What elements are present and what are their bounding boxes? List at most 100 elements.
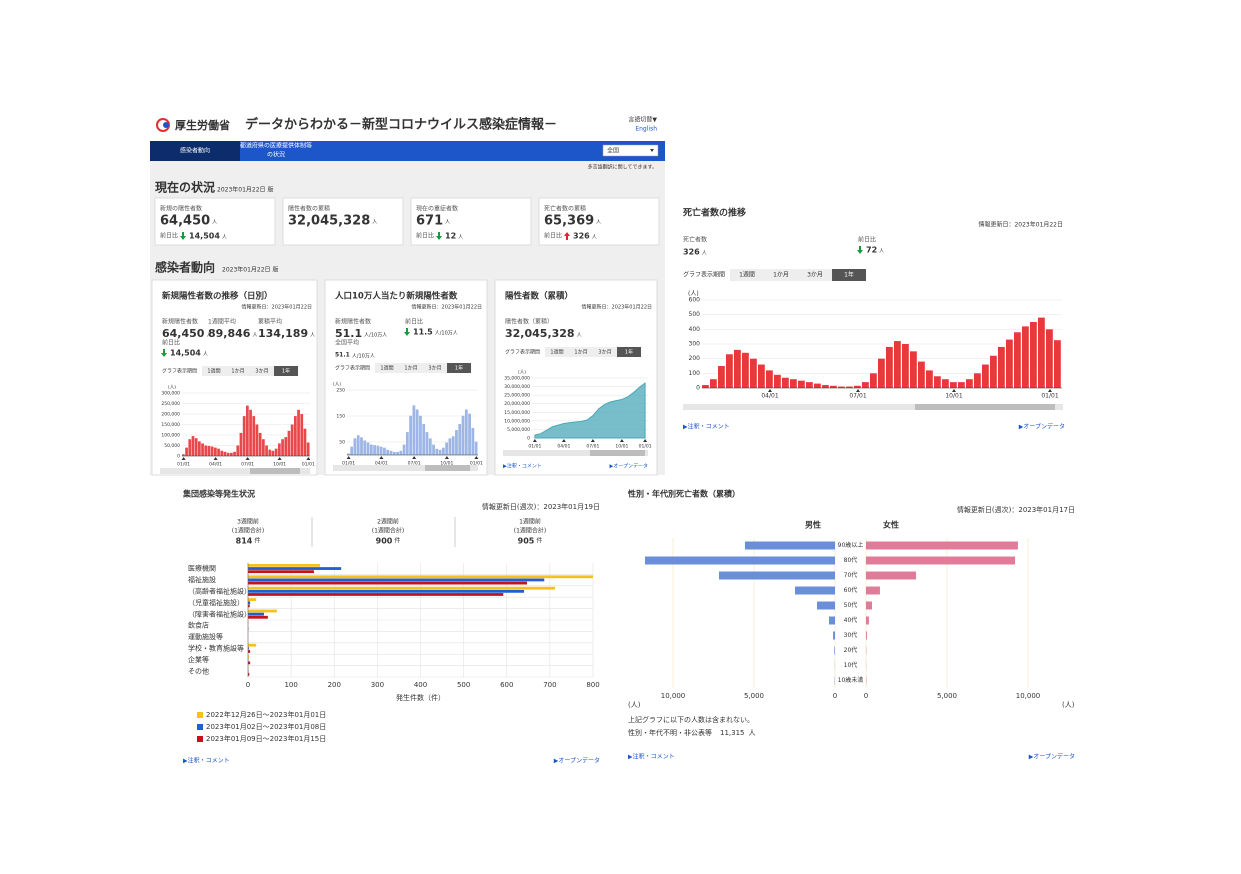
y-tick-label: 5,000,000	[507, 427, 530, 433]
scrollbar-thumb[interactable]	[425, 465, 470, 471]
period-button[interactable]	[274, 366, 299, 376]
bar	[248, 655, 249, 659]
data-link[interactable]: ▶オープンデータ	[554, 757, 600, 765]
kpi-unit: 人	[702, 251, 707, 257]
scrollbar-thumb[interactable]	[915, 404, 1055, 410]
nav-tab-active[interactable]	[150, 141, 240, 161]
data-link[interactable]: ▶オープンデータ	[1019, 423, 1065, 431]
bar	[1054, 340, 1061, 388]
period-button-label[interactable]: 3か月	[428, 365, 441, 372]
period-button[interactable]	[423, 363, 448, 373]
kpi-card	[154, 197, 276, 246]
period-button-label[interactable]: 3か月	[255, 368, 268, 375]
period-button-label[interactable]: 3か月	[807, 272, 823, 279]
x-tick-label: 01/01	[639, 444, 652, 450]
scrollbar-thumb[interactable]	[250, 468, 300, 474]
nav-tab[interactable]: の状況	[267, 151, 285, 159]
stat-sub: (1週間合計)	[232, 527, 265, 535]
comment-link[interactable]: ▶注釈・コメント	[183, 757, 230, 765]
period-button-label[interactable]: 3か月	[598, 349, 611, 356]
kpi-value: 32,045,328	[288, 214, 370, 229]
period-button-label[interactable]: 1年	[455, 365, 463, 372]
change-unit: 人/10万人	[435, 331, 458, 337]
comment-link[interactable]: ▶注釈・コメント	[683, 423, 730, 431]
x-tick-label: 10/01	[273, 462, 286, 468]
kpi-value: 51.1	[335, 327, 362, 340]
period-button[interactable]	[798, 269, 833, 281]
kpi-card	[538, 197, 660, 246]
period-button[interactable]	[202, 366, 227, 376]
kpi-label: 現在の重症者数	[416, 205, 458, 213]
bar	[185, 447, 188, 456]
data-link[interactable]: ▶オープンデータ	[1029, 753, 1075, 761]
period-button-label[interactable]: 1か月	[404, 365, 417, 372]
period-button[interactable]	[447, 363, 472, 373]
bar	[369, 444, 373, 455]
period-button[interactable]	[250, 366, 275, 376]
data-link[interactable]: ▶オープンデータ	[609, 463, 648, 470]
period-button[interactable]	[593, 347, 618, 357]
comment-link[interactable]: ▶注釈・コメント	[503, 463, 542, 470]
nav-tab[interactable]: 都道府県の医療提供体制等	[240, 142, 312, 150]
section-date: 2023年01月22日 版	[222, 266, 278, 274]
y-tick-label: 30,000,000	[504, 384, 530, 390]
x-tick-label: 5,000	[937, 692, 957, 700]
period-button[interactable]	[617, 347, 642, 357]
change-unit: 人	[458, 235, 463, 241]
period-button-label[interactable]: 1年	[844, 271, 854, 279]
scrollbar-thumb[interactable]	[590, 450, 645, 456]
x-tick-label: 300	[371, 681, 384, 689]
change-label: 前日比	[544, 232, 562, 240]
bar	[942, 379, 949, 388]
period-button-label[interactable]: 1か月	[773, 272, 789, 279]
bar	[258, 432, 262, 456]
period-button[interactable]	[832, 269, 867, 281]
updated-date: 情報更新日(週次)：2023年01月19日	[482, 502, 600, 511]
x-tick-label: 10/01	[440, 461, 453, 467]
bar	[182, 454, 185, 456]
bar	[294, 416, 297, 456]
period-button[interactable]	[545, 347, 570, 357]
x-tick-marker	[474, 456, 479, 459]
period-button[interactable]	[375, 363, 400, 373]
comment-link[interactable]: ▶注釈・コメント	[628, 753, 675, 761]
language-switch[interactable]: 言語切替▼	[628, 116, 657, 124]
period-button-label[interactable]: 1か月	[231, 368, 244, 375]
stat-sub: (1週間合計)	[372, 527, 405, 535]
change-label: 前日比	[405, 318, 423, 326]
y-tick-label: 400	[689, 326, 701, 333]
x-tick-label: 01/01	[528, 444, 541, 450]
nav-tab[interactable]: 感染者動向	[180, 147, 210, 155]
x-tick-label: 01/01	[342, 461, 355, 467]
x-tick-label: 07/01	[849, 393, 866, 400]
bar	[702, 385, 709, 388]
y-tick-label: 500	[689, 311, 701, 318]
bar	[894, 341, 901, 388]
bar	[306, 442, 310, 456]
period-button[interactable]	[226, 366, 251, 376]
change-arrow	[180, 232, 187, 240]
bar	[217, 448, 220, 456]
period-button-label[interactable]: 1週間	[207, 368, 220, 375]
bar	[255, 424, 259, 456]
period-button-label[interactable]: 1週間	[550, 349, 563, 356]
period-button-label[interactable]: 1か月	[574, 349, 587, 356]
period-button-label[interactable]: 1週間	[380, 365, 393, 372]
period-button-label[interactable]: 1年	[625, 349, 633, 356]
region-select[interactable]	[602, 144, 659, 157]
period-button[interactable]	[764, 269, 799, 281]
bar	[248, 575, 593, 579]
period-button[interactable]	[569, 347, 594, 357]
period-button-label[interactable]: 1週間	[739, 271, 755, 279]
english-link[interactable]: English	[635, 126, 657, 133]
bar	[248, 672, 250, 676]
bar	[356, 435, 360, 455]
y-tick-label: 10,000,000	[504, 418, 530, 424]
change-unit: 人	[222, 235, 227, 241]
bar	[464, 409, 468, 455]
period-button-label[interactable]: 1年	[282, 368, 290, 375]
bar	[392, 451, 396, 455]
category-box	[836, 661, 865, 670]
period-button[interactable]	[730, 269, 765, 281]
period-button[interactable]	[399, 363, 424, 373]
